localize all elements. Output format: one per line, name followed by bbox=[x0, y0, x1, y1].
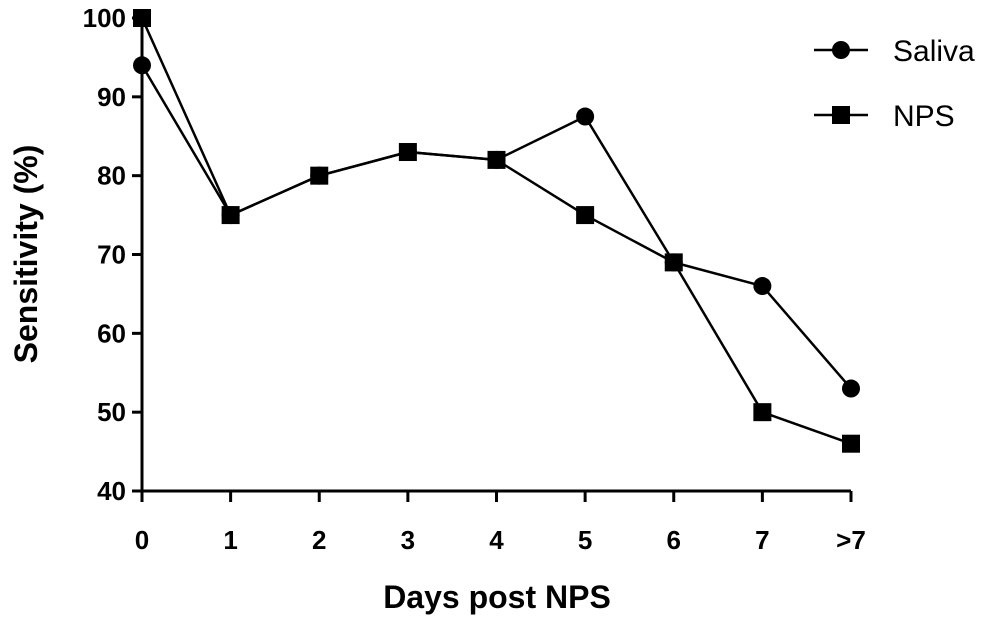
legend-item-nps: NPS bbox=[814, 100, 955, 133]
data-point-circle bbox=[576, 107, 595, 126]
x-axis-title: Days post NPS bbox=[383, 579, 611, 615]
data-point-square bbox=[221, 206, 240, 225]
legend: Saliva NPS bbox=[814, 35, 975, 133]
data-point-square bbox=[133, 9, 151, 27]
y-tick-label: 80 bbox=[97, 161, 126, 191]
legend-marker-circle bbox=[832, 41, 850, 59]
series-saliva bbox=[133, 56, 860, 398]
x-tick-label: >7 bbox=[836, 525, 866, 555]
data-point-circle bbox=[753, 277, 772, 296]
data-point-circle bbox=[842, 379, 860, 398]
x-tick-label: 5 bbox=[578, 525, 592, 555]
series-line bbox=[140, 64, 852, 390]
y-tick-label: 90 bbox=[97, 82, 126, 112]
series-layer bbox=[133, 9, 860, 453]
y-tick-label: 40 bbox=[97, 476, 126, 506]
data-point-square bbox=[398, 143, 417, 162]
data-point-square bbox=[842, 434, 860, 453]
y-tick-label: 50 bbox=[97, 397, 126, 427]
legend-label: NPS bbox=[893, 100, 955, 133]
data-point-circle bbox=[133, 56, 151, 75]
y-tick-label: 100 bbox=[83, 3, 126, 33]
series-nps bbox=[133, 9, 860, 453]
x-tick-label: 2 bbox=[312, 525, 326, 555]
x-tick-label: 7 bbox=[755, 525, 769, 555]
axes: 40 50 60 70 80 90 100 0 1 2 3 4 5 6 7 >7 bbox=[83, 3, 866, 555]
x-tick-label: 6 bbox=[667, 525, 681, 555]
data-point-square bbox=[487, 150, 506, 169]
series-line bbox=[140, 17, 852, 445]
x-tick-label: 4 bbox=[489, 525, 504, 555]
data-point-square bbox=[576, 206, 595, 225]
x-tick-label: 1 bbox=[223, 525, 237, 555]
legend-label: Saliva bbox=[893, 35, 975, 68]
legend-marker-square bbox=[832, 106, 850, 124]
legend-item-saliva: Saliva bbox=[814, 35, 975, 68]
data-point-square bbox=[753, 403, 772, 422]
x-tick-label: 3 bbox=[401, 525, 415, 555]
data-point-square bbox=[310, 166, 329, 185]
x-tick-label: 0 bbox=[135, 525, 149, 555]
data-point-square bbox=[664, 253, 683, 272]
y-tick-label: 60 bbox=[97, 318, 126, 348]
y-axis-title: Sensitivity (%) bbox=[8, 145, 44, 364]
y-tick-label: 70 bbox=[97, 240, 126, 270]
